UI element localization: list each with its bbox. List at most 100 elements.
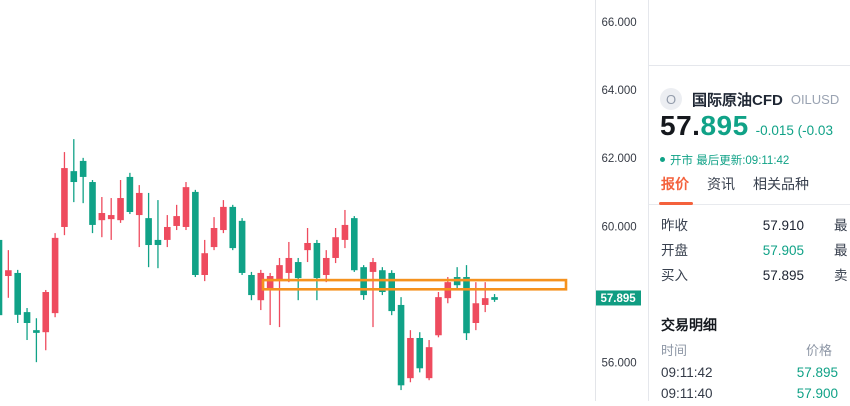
y-axis-label: 66.000 bbox=[602, 17, 637, 29]
quote-row-bid: 买入 57.895 卖 bbox=[649, 266, 850, 286]
candle-body bbox=[425, 347, 433, 379]
bid-label: 买入 bbox=[661, 268, 688, 283]
market-open-dot bbox=[660, 157, 665, 163]
panel-tabs: 报价 资讯 相关品种 bbox=[661, 174, 809, 194]
last-price-fraction: 895 bbox=[700, 110, 749, 141]
open-value: 57.905 bbox=[762, 243, 804, 258]
candle-body bbox=[210, 228, 218, 248]
tabs-divider bbox=[649, 204, 850, 205]
candle-body bbox=[107, 215, 115, 220]
candle-body bbox=[285, 257, 293, 273]
last-updated-label: 最后更新:09:11:42 bbox=[696, 155, 790, 167]
candle-body bbox=[472, 303, 480, 324]
trade-row: 09:11:40 57.900 bbox=[649, 385, 850, 401]
price-column-header: 价格 bbox=[805, 343, 832, 358]
candle-body bbox=[481, 298, 489, 305]
trade-price: 57.895 bbox=[796, 365, 838, 380]
market-open-label: 开市 bbox=[670, 155, 693, 167]
ask-label-clipped: 卖 bbox=[834, 268, 848, 283]
candle-body bbox=[23, 312, 31, 324]
candle-body bbox=[79, 160, 87, 177]
candle-body bbox=[42, 292, 50, 333]
candle-body bbox=[61, 168, 68, 227]
price-chart-svg[interactable]: 66.000 64.000 62.000 60.000 56.000 57.895 bbox=[0, 0, 648, 401]
bid-value: 57.895 bbox=[762, 268, 804, 283]
price-range-annotation[interactable] bbox=[261, 278, 568, 291]
trade-row: 09:11:42 57.895 bbox=[649, 364, 850, 382]
candle-body bbox=[201, 253, 208, 275]
y-axis-label: 56.000 bbox=[602, 358, 637, 370]
y-axis-label: 60.000 bbox=[602, 221, 637, 233]
instrument-title: 国际原油CFD bbox=[692, 91, 783, 109]
candle-body bbox=[135, 192, 143, 216]
last-price: 57. 895 -0.015 (-0.03 bbox=[660, 110, 833, 142]
tab-related[interactable]: 相关品种 bbox=[753, 176, 809, 192]
candle-body bbox=[322, 257, 330, 275]
candle-body bbox=[5, 270, 12, 277]
last-price-integer: 57. bbox=[660, 110, 701, 141]
candle-body bbox=[294, 262, 302, 279]
candle-body bbox=[14, 272, 21, 315]
market-status: 开市 最后更新:09:11:42 bbox=[660, 152, 789, 168]
low-label-clipped: 最 bbox=[834, 243, 848, 258]
candle-body bbox=[341, 224, 349, 240]
candle-body bbox=[182, 187, 190, 227]
candle-body bbox=[154, 239, 162, 246]
candle-body bbox=[266, 276, 274, 291]
candle-body bbox=[238, 220, 246, 273]
candle-body bbox=[276, 265, 283, 281]
candlestick-chart[interactable]: 66.000 64.000 62.000 60.000 56.000 57.895 bbox=[0, 0, 648, 401]
open-label: 开盘 bbox=[661, 243, 688, 258]
candle-body bbox=[33, 330, 40, 333]
candle-body bbox=[117, 198, 124, 221]
tab-news[interactable]: 资讯 bbox=[707, 176, 735, 192]
candle-body bbox=[435, 297, 442, 336]
high-label-clipped: 最 bbox=[834, 218, 848, 233]
candle-body bbox=[220, 206, 227, 231]
trade-details-title: 交易明细 bbox=[661, 317, 717, 333]
candle-body bbox=[397, 304, 405, 386]
candle-body bbox=[229, 206, 237, 249]
candle-body bbox=[304, 242, 311, 251]
candle-body bbox=[70, 171, 78, 183]
candle-body bbox=[369, 262, 377, 272]
trade-time: 09:11:40 bbox=[661, 386, 713, 401]
quote-row-prev-close: 昨收 57.910 最 bbox=[649, 216, 850, 236]
instrument-header: O 国际原油CFD OILUSD bbox=[660, 88, 839, 110]
candle-body bbox=[51, 237, 59, 314]
candle-body bbox=[173, 216, 180, 226]
candle-body bbox=[89, 182, 96, 225]
candle-body bbox=[388, 272, 395, 312]
candle-body bbox=[98, 213, 106, 221]
prev-close-value: 57.910 bbox=[762, 218, 804, 233]
quote-panel: O 国际原油CFD OILUSD 57. 895 -0.015 (-0.03 开… bbox=[648, 0, 850, 401]
price-change: -0.015 (-0.03 bbox=[755, 123, 833, 138]
current-price-tag bbox=[596, 290, 641, 306]
y-axis-label: 62.000 bbox=[602, 153, 637, 165]
candle-body bbox=[164, 226, 171, 240]
candle-body bbox=[145, 218, 152, 246]
candle-body bbox=[257, 272, 265, 301]
prev-close-label: 昨收 bbox=[661, 218, 688, 233]
instrument-icon: O bbox=[660, 88, 682, 110]
candle-body bbox=[126, 176, 134, 212]
panel-divider bbox=[649, 65, 850, 66]
trade-time: 09:11:42 bbox=[661, 365, 713, 380]
active-tab-indicator bbox=[659, 202, 693, 205]
time-column-header: 时间 bbox=[661, 343, 688, 358]
candle-body bbox=[248, 274, 255, 296]
candle-body bbox=[407, 337, 414, 379]
candle-body bbox=[463, 277, 470, 334]
candle-body bbox=[416, 337, 424, 369]
trade-table-header: 时间 价格 bbox=[649, 342, 850, 360]
candle-body bbox=[351, 218, 358, 271]
tab-quote[interactable]: 报价 bbox=[661, 176, 689, 192]
instrument-symbol: OILUSD bbox=[790, 91, 840, 107]
y-axis-label: 64.000 bbox=[602, 85, 637, 97]
trade-price: 57.900 bbox=[796, 386, 838, 401]
current-price-tag-text: 57.895 bbox=[601, 293, 637, 305]
candle-body bbox=[192, 191, 199, 275]
quote-row-open: 开盘 57.905 最 bbox=[649, 241, 850, 261]
candle-body bbox=[313, 242, 321, 279]
candle-body bbox=[0, 239, 3, 316]
